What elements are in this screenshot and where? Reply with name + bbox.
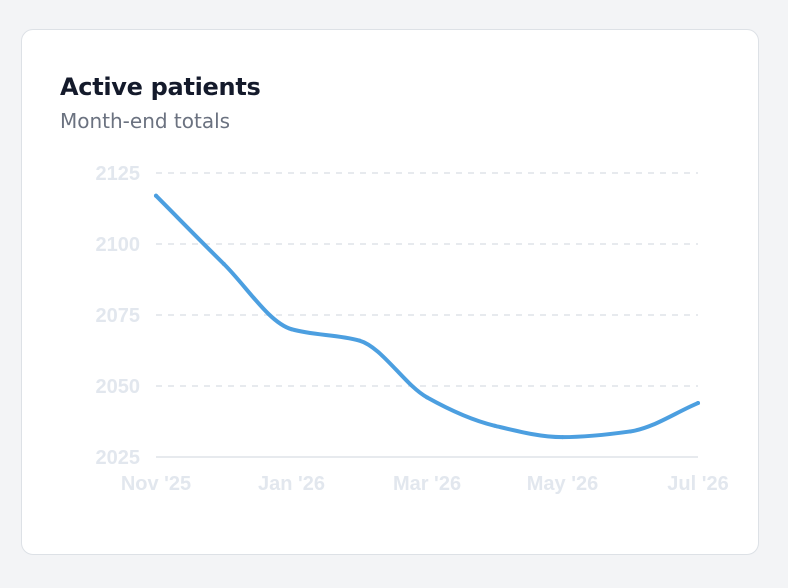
data-point <box>696 401 700 406</box>
chart-title: Active patients <box>60 73 261 101</box>
data-point <box>154 193 158 198</box>
x-tick-label: Nov '25 <box>121 473 191 495</box>
y-tick-label: 2025 <box>96 447 141 469</box>
y-tick-label: 2050 <box>96 376 141 398</box>
chart-subtitle: Month-end totals <box>60 109 231 133</box>
x-tick-label: Jan '26 <box>258 473 325 495</box>
line-chart: 2125 2100 2075 2050 2025 Nov '25 Jan '26 Mar '… <box>96 163 729 495</box>
series-line <box>154 193 700 440</box>
chart-card: Active patients Month-end totals 2125 210… <box>21 29 759 555</box>
data-point <box>425 395 429 400</box>
x-axis-ticks: Nov '25 Jan '26 Mar '26 May '26 Jul '26 <box>121 473 729 495</box>
y-tick-label: 2075 <box>96 305 141 327</box>
data-point <box>628 429 633 434</box>
data-point <box>289 327 294 332</box>
y-tick-label: 2125 <box>96 163 141 185</box>
y-tick-label: 2100 <box>96 234 141 256</box>
data-point <box>357 338 362 343</box>
y-grid <box>156 172 698 458</box>
x-tick-label: Jul '26 <box>667 473 728 495</box>
x-tick-label: May '26 <box>527 473 598 495</box>
data-point <box>492 423 497 428</box>
x-tick-label: Mar '26 <box>393 473 461 495</box>
data-point <box>221 261 226 266</box>
data-point <box>560 435 565 440</box>
series-layer <box>154 193 700 440</box>
y-axis-ticks: 2125 2100 2075 2050 2025 <box>96 163 141 469</box>
